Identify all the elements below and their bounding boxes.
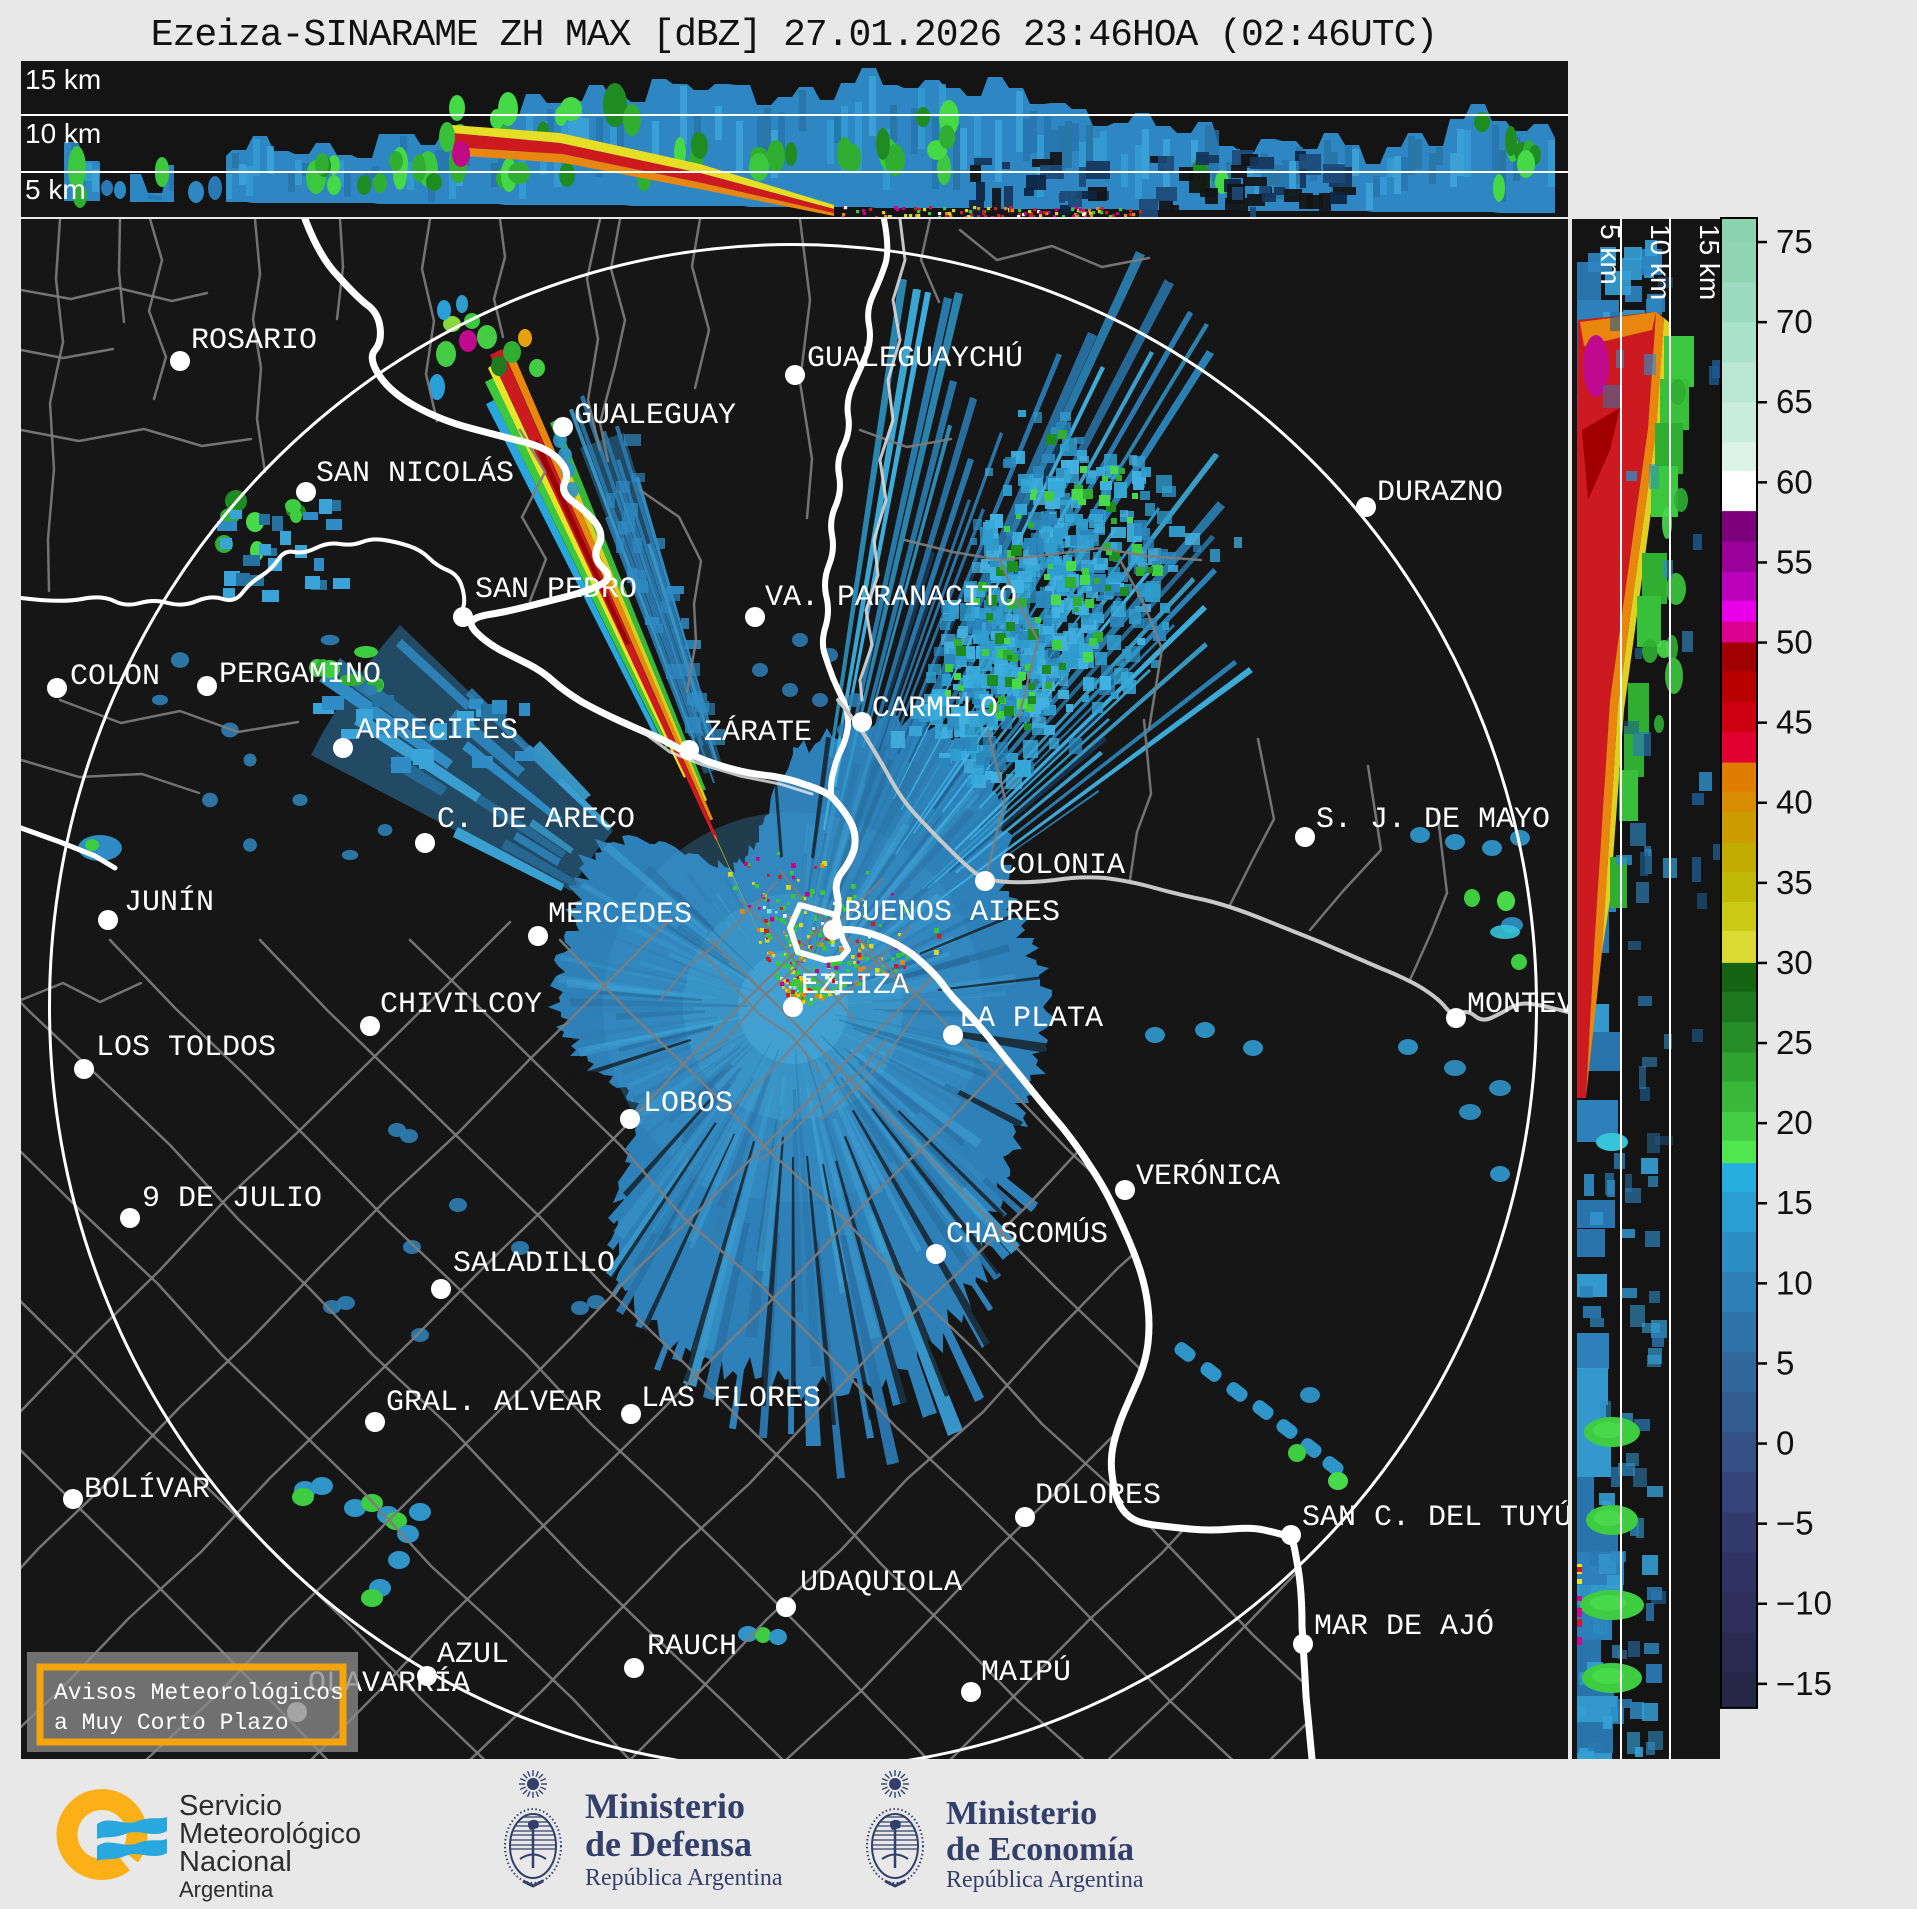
svg-text:5 km: 5 km [1595,224,1626,285]
svg-text:de Economía: de Economía [946,1831,1134,1868]
svg-text:MAR DE AJÓ: MAR DE AJÓ [1314,1609,1494,1644]
svg-text:Nacional: Nacional [179,1846,292,1878]
svg-text:LOS TOLDOS: LOS TOLDOS [96,1031,276,1065]
svg-text:DURAZNO: DURAZNO [1377,476,1503,510]
svg-text:5 km: 5 km [25,174,86,205]
svg-text:10: 10 [1776,1264,1813,1301]
svg-text:de Defensa: de Defensa [585,1824,752,1864]
svg-text:RAUCH: RAUCH [647,1630,737,1664]
svg-text:Meteorológico: Meteorológico [179,1818,361,1850]
svg-text:5: 5 [1776,1344,1794,1381]
svg-text:DOLORES: DOLORES [1035,1479,1161,1513]
svg-text:Argentina: Argentina [179,1877,274,1902]
svg-text:EZEIZA: EZEIZA [801,969,909,1003]
svg-text:30: 30 [1776,944,1813,981]
svg-text:MERCEDES: MERCEDES [548,898,692,932]
svg-text:S. J. DE MAYO: S. J. DE MAYO [1316,803,1550,837]
svg-text:VERÓNICA: VERÓNICA [1136,1159,1280,1194]
svg-text:65: 65 [1776,383,1813,420]
svg-text:10 km: 10 km [1645,224,1676,300]
svg-text:−5: −5 [1776,1505,1814,1542]
svg-text:Avisos Meteorológicos: Avisos Meteorológicos [54,1680,344,1706]
svg-text:GUALEGUAY: GUALEGUAY [574,399,736,433]
svg-text:ROSARIO: ROSARIO [191,324,317,358]
svg-text:40: 40 [1776,784,1813,821]
svg-text:UDAQUIOLA: UDAQUIOLA [800,1566,962,1600]
svg-text:PERGAMINO: PERGAMINO [219,658,381,692]
svg-text:Ministerio: Ministerio [946,1795,1097,1832]
svg-text:GUALEGUAYCHÚ: GUALEGUAYCHÚ [807,341,1023,376]
svg-text:50: 50 [1776,624,1813,661]
svg-text:70: 70 [1776,303,1813,340]
svg-text:JUNÍN: JUNÍN [124,885,214,920]
svg-text:ZÁRATE: ZÁRATE [704,715,812,750]
svg-text:60: 60 [1776,463,1813,500]
svg-text:75: 75 [1776,223,1813,260]
svg-text:45: 45 [1776,704,1813,741]
svg-text:GRAL. ALVEAR: GRAL. ALVEAR [386,1386,602,1420]
svg-text:CHIVILCOY: CHIVILCOY [380,988,542,1022]
svg-text:10 km: 10 km [25,118,101,149]
svg-text:15 km: 15 km [25,64,101,95]
svg-text:20: 20 [1776,1104,1813,1141]
svg-text:MAIPÚ: MAIPÚ [981,1655,1071,1690]
svg-text:35: 35 [1776,864,1813,901]
svg-text:LOBOS: LOBOS [643,1087,733,1121]
svg-text:Ministerio: Ministerio [585,1786,745,1826]
svg-text:COLONIA: COLONIA [999,849,1125,883]
svg-text:BUENOS AIRES: BUENOS AIRES [844,896,1060,930]
svg-text:15 km: 15 km [1694,224,1725,300]
svg-text:COLON: COLON [70,660,160,694]
svg-text:BOLÍVAR: BOLÍVAR [84,1472,210,1507]
svg-text:−15: −15 [1776,1665,1832,1702]
svg-text:República Argentina: República Argentina [946,1867,1144,1893]
svg-text:9 DE JULIO: 9 DE JULIO [142,1182,322,1216]
svg-text:55: 55 [1776,543,1813,580]
svg-text:República Argentina: República Argentina [585,1865,783,1891]
svg-text:a Muy Corto Plazo: a Muy Corto Plazo [54,1710,289,1736]
svg-text:25: 25 [1776,1024,1813,1061]
svg-text:SAN C. DEL TUYÚ: SAN C. DEL TUYÚ [1302,1500,1572,1535]
svg-text:MONTEVIDEO: MONTEVIDEO [1467,988,1647,1022]
svg-text:VA. PARANACITO: VA. PARANACITO [765,581,1017,615]
svg-text:LA PLATA: LA PLATA [959,1002,1103,1036]
svg-text:CARMELO: CARMELO [872,692,998,726]
svg-text:C. DE ARECO: C. DE ARECO [437,803,635,837]
svg-text:0: 0 [1776,1425,1794,1462]
svg-text:CHASCOMÚS: CHASCOMÚS [946,1217,1108,1252]
svg-text:SAN NICOLÁS: SAN NICOLÁS [316,456,514,491]
svg-text:LAS FLORES: LAS FLORES [641,1382,821,1416]
svg-text:15: 15 [1776,1184,1813,1221]
svg-text:Servicio: Servicio [179,1790,282,1822]
svg-text:SALADILLO: SALADILLO [453,1247,615,1281]
svg-text:AZUL: AZUL [437,1638,509,1672]
svg-text:SAN PEDRO: SAN PEDRO [475,573,637,607]
svg-text:ARRECIFES: ARRECIFES [356,714,518,748]
svg-text:−10: −10 [1776,1585,1832,1622]
